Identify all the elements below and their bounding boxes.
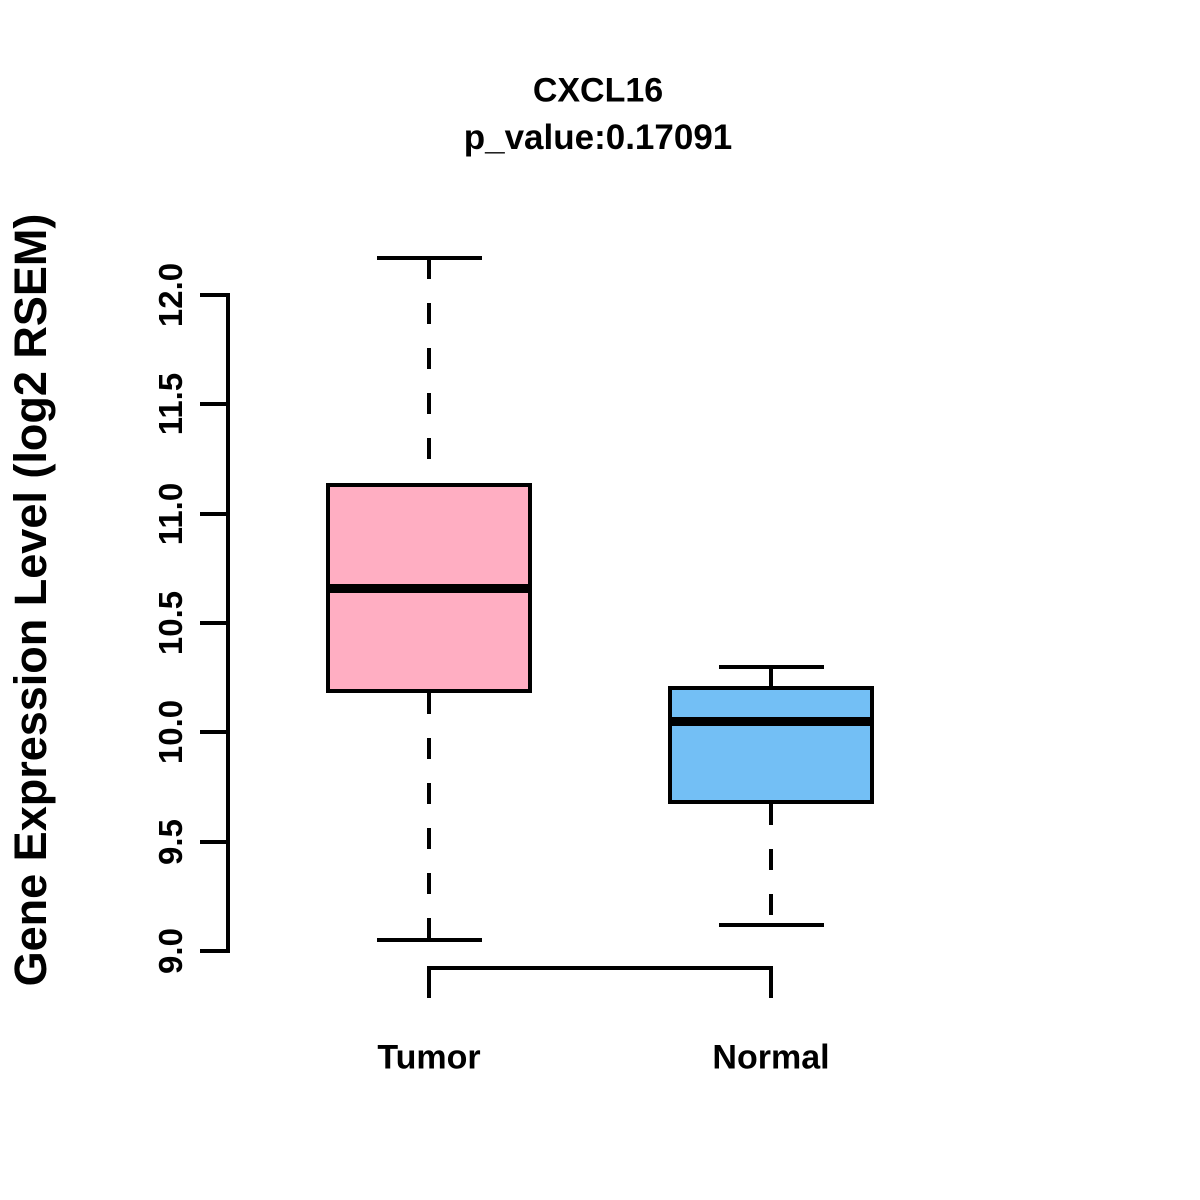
- box-normal: [668, 686, 874, 805]
- x-category-label-tumor: Tumor: [377, 1038, 481, 1077]
- chart-title: CXCL16: [532, 71, 664, 110]
- y-tick: [200, 511, 226, 516]
- y-tick-label: 9.5: [152, 818, 189, 865]
- x-axis-line: [427, 966, 773, 970]
- median-line: [326, 583, 532, 593]
- x-axis-tick: [427, 966, 431, 998]
- y-tick-label: 10.0: [152, 700, 189, 765]
- y-tick: [200, 402, 226, 407]
- median-line: [668, 716, 874, 726]
- x-category-label-normal: Normal: [712, 1038, 830, 1077]
- upper-whisker: [427, 257, 431, 484]
- y-tick: [200, 949, 226, 953]
- y-tick-label: 11.0: [152, 482, 189, 545]
- y-tick-label: 9.0: [152, 928, 189, 974]
- x-axis-tick: [769, 966, 773, 998]
- upper-whisker-cap: [718, 664, 824, 669]
- y-tick-label: 11.5: [152, 373, 189, 436]
- upper-whisker: [769, 666, 773, 687]
- y-axis-line: [226, 293, 230, 953]
- y-tick: [200, 839, 226, 844]
- y-tick: [200, 621, 226, 625]
- upper-whisker-cap: [376, 255, 482, 260]
- lower-whisker-cap: [376, 938, 482, 943]
- lower-whisker: [769, 804, 773, 925]
- chart-subtitle: p_value:0.17091: [463, 118, 733, 157]
- y-tick: [200, 730, 226, 735]
- y-tick-label: 10.5: [152, 590, 189, 656]
- y-tick: [200, 293, 226, 297]
- lower-whisker-cap: [718, 922, 824, 927]
- lower-whisker: [427, 692, 431, 941]
- y-tick-label: 12.0: [152, 262, 189, 328]
